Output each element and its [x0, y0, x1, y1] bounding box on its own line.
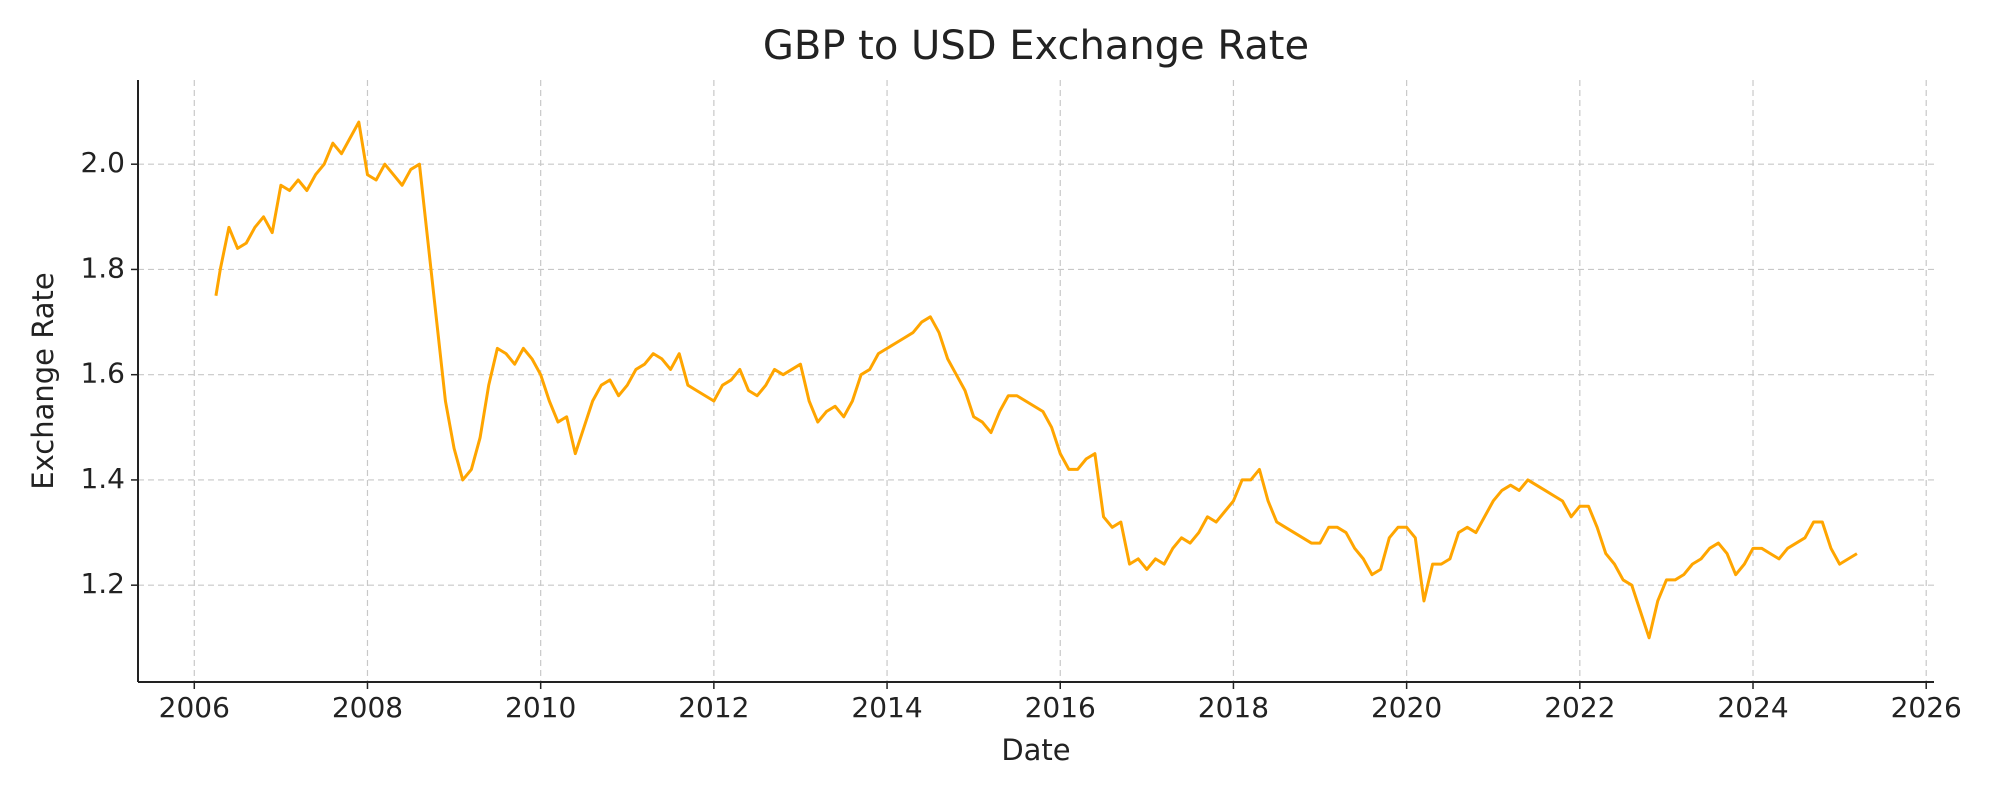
y-tick-label: 1.4 — [80, 462, 125, 495]
x-tick-label: 2006 — [159, 691, 230, 724]
x-tick-label: 2014 — [851, 691, 922, 724]
y-tick-label: 1.2 — [80, 567, 125, 600]
x-axis-label: Date — [1001, 733, 1070, 767]
x-tick-label: 2022 — [1544, 691, 1615, 724]
x-tick-label: 2010 — [505, 691, 576, 724]
y-tick-label: 1.6 — [80, 357, 125, 390]
x-tick-label: 2024 — [1717, 691, 1788, 724]
x-tick-label: 2012 — [678, 691, 749, 724]
x-tick-label: 2008 — [332, 691, 403, 724]
x-tick-label: 2018 — [1198, 691, 1269, 724]
x-tick-label: 2020 — [1371, 691, 1442, 724]
line-series — [214, 120, 1858, 640]
x-tick-label: 2016 — [1025, 691, 1096, 724]
x-tick-label: 2026 — [1891, 691, 1962, 724]
y-axis-label: Exchange Rate — [26, 272, 60, 489]
chart-title: GBP to USD Exchange Rate — [763, 23, 1309, 69]
y-tick-label: 1.8 — [80, 251, 125, 284]
y-tick-label: 2.0 — [80, 146, 125, 179]
